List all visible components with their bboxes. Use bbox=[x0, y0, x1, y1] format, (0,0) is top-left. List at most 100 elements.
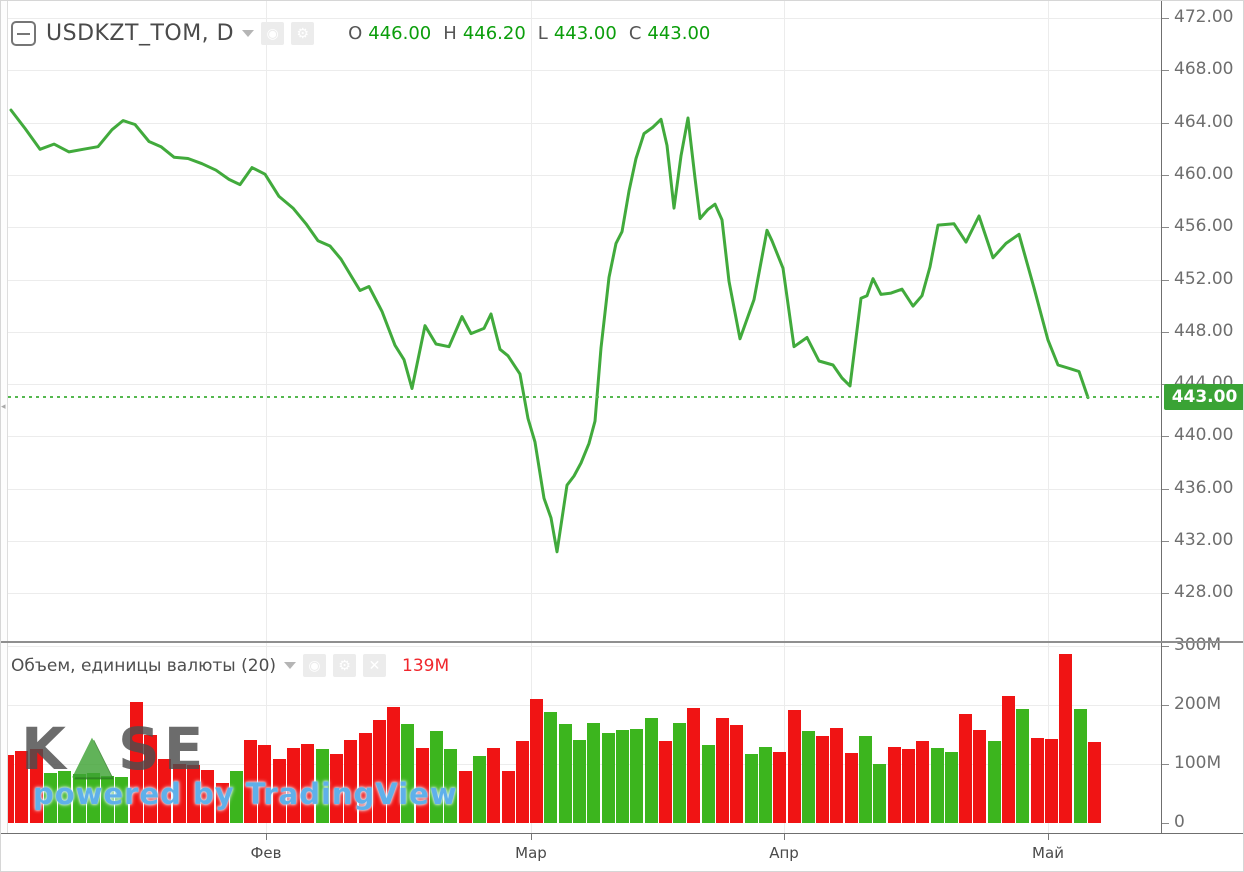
volume-bar bbox=[830, 728, 844, 823]
volume-bar bbox=[401, 723, 415, 823]
low-value: 443.00 bbox=[553, 23, 617, 44]
volume-pane[interactable]: Объем, единицы валюты (20) ◉ ⚙ ✕ 139M K … bbox=[1, 642, 1161, 833]
volume-bar bbox=[687, 708, 701, 823]
month-label: Фев bbox=[250, 844, 282, 862]
pane-divider[interactable] bbox=[1, 641, 1243, 643]
price-tick bbox=[1162, 593, 1169, 594]
month-tick bbox=[784, 834, 785, 840]
price-axis-label: 464.00 bbox=[1174, 112, 1234, 132]
price-tick bbox=[1162, 541, 1169, 542]
volume-indicator-title[interactable]: Объем, единицы валюты (20) bbox=[11, 655, 277, 676]
volume-bar bbox=[887, 746, 901, 823]
settings-button[interactable]: ⚙ bbox=[291, 22, 315, 45]
open-value: 446.00 bbox=[368, 23, 432, 44]
volume-bar bbox=[215, 782, 229, 823]
time-axis[interactable]: Фев Мар Апр Май bbox=[1, 833, 1243, 871]
volume-bar bbox=[501, 771, 515, 823]
eye-icon: ◉ bbox=[266, 25, 279, 42]
volume-bar bbox=[859, 736, 872, 823]
volume-bar bbox=[272, 759, 286, 823]
price-gridline bbox=[1, 436, 1161, 437]
volume-bar bbox=[201, 769, 215, 823]
volume-bar bbox=[701, 745, 715, 823]
volume-bar bbox=[301, 743, 315, 823]
volume-axis-label: 200M bbox=[1174, 694, 1222, 714]
volume-bar bbox=[15, 751, 29, 823]
price-tick bbox=[1162, 489, 1169, 490]
volume-bar bbox=[615, 730, 629, 823]
volume-bar bbox=[558, 723, 572, 823]
volume-bar bbox=[172, 764, 186, 823]
month-tick bbox=[1048, 834, 1049, 840]
volume-bar bbox=[244, 740, 258, 823]
price-axis-label: 436.00 bbox=[1174, 478, 1234, 498]
triangle-icon: ▲ bbox=[71, 724, 116, 785]
chevron-down-icon[interactable] bbox=[284, 662, 297, 669]
volume-bar bbox=[372, 719, 386, 824]
price-axis-label: 440.00 bbox=[1174, 425, 1234, 445]
month-gridline bbox=[1048, 642, 1049, 833]
volume-bar bbox=[1002, 696, 1015, 823]
gear-icon: ⚙ bbox=[296, 25, 309, 42]
gear-icon: ⚙ bbox=[338, 657, 351, 674]
volume-bar bbox=[816, 736, 830, 823]
price-gridline bbox=[1, 70, 1161, 71]
price-tick bbox=[1162, 280, 1169, 281]
volume-bar bbox=[844, 752, 858, 823]
volume-bar bbox=[930, 748, 944, 823]
price-gridline bbox=[1, 280, 1161, 281]
price-tick bbox=[1162, 436, 1169, 437]
settings-button[interactable]: ⚙ bbox=[333, 654, 357, 677]
visibility-toggle-button[interactable]: ◉ bbox=[261, 22, 285, 45]
volume-header: Объем, единицы валюты (20) ◉ ⚙ ✕ 139M bbox=[11, 654, 449, 677]
last-price-line bbox=[1, 396, 1161, 398]
volume-bar bbox=[358, 733, 372, 823]
price-gridline bbox=[1, 384, 1161, 385]
volume-tick bbox=[1162, 764, 1169, 765]
volume-bar bbox=[515, 741, 529, 823]
last-price-badge: 443.00 bbox=[1164, 384, 1243, 410]
high-label: H bbox=[443, 23, 457, 44]
price-tick bbox=[1162, 70, 1169, 71]
price-gridline bbox=[1, 175, 1161, 176]
volume-bar bbox=[258, 745, 272, 823]
price-pane[interactable]: USDKZT_TOM, D ◉ ⚙ O 446.00 H 446.20 L 44… bbox=[1, 1, 1161, 642]
price-axis-label: 432.00 bbox=[1174, 530, 1234, 550]
volume-bar bbox=[315, 749, 329, 824]
price-axis[interactable]: 472.00 468.00 464.00 460.00 456.00 452.00 448.… bbox=[1161, 1, 1243, 833]
price-tick bbox=[1162, 123, 1169, 124]
volume-bar bbox=[801, 731, 815, 823]
price-tick bbox=[1162, 175, 1169, 176]
month-gridline bbox=[1048, 1, 1049, 642]
month-label: Мар bbox=[515, 844, 547, 862]
month-label: Май bbox=[1032, 844, 1064, 862]
symbol-title[interactable]: USDKZT_TOM, D bbox=[46, 21, 235, 46]
month-gridline bbox=[266, 1, 267, 642]
volume-bar bbox=[1059, 653, 1073, 823]
volume-axis-label: 100M bbox=[1174, 753, 1222, 773]
price-axis-label: 428.00 bbox=[1174, 582, 1234, 602]
volume-bar bbox=[344, 739, 358, 823]
high-value: 446.20 bbox=[462, 23, 526, 44]
price-axis-label: 468.00 bbox=[1174, 59, 1234, 79]
remove-indicator-button[interactable]: ✕ bbox=[363, 654, 387, 677]
volume-bar bbox=[158, 759, 172, 823]
visibility-toggle-button[interactable]: ◉ bbox=[303, 654, 327, 677]
volume-bar bbox=[973, 730, 987, 823]
volume-bar bbox=[758, 746, 772, 823]
left-gutter[interactable]: ◂ bbox=[1, 1, 8, 833]
volume-bar bbox=[544, 712, 558, 823]
minus-icon bbox=[17, 32, 30, 35]
volume-bar bbox=[115, 777, 129, 823]
volume-bar bbox=[1044, 739, 1058, 823]
price-axis-label: 472.00 bbox=[1174, 7, 1234, 27]
price-axis-label: 456.00 bbox=[1174, 216, 1234, 236]
chevron-down-icon[interactable] bbox=[242, 30, 255, 37]
collapse-pane-button[interactable] bbox=[11, 21, 36, 46]
volume-bar bbox=[644, 718, 658, 823]
price-gridline bbox=[1, 593, 1161, 594]
price-axis-label: 448.00 bbox=[1174, 321, 1234, 341]
volume-gridline bbox=[1, 705, 1161, 706]
volume-bar bbox=[787, 710, 801, 823]
volume-bar bbox=[58, 771, 72, 823]
